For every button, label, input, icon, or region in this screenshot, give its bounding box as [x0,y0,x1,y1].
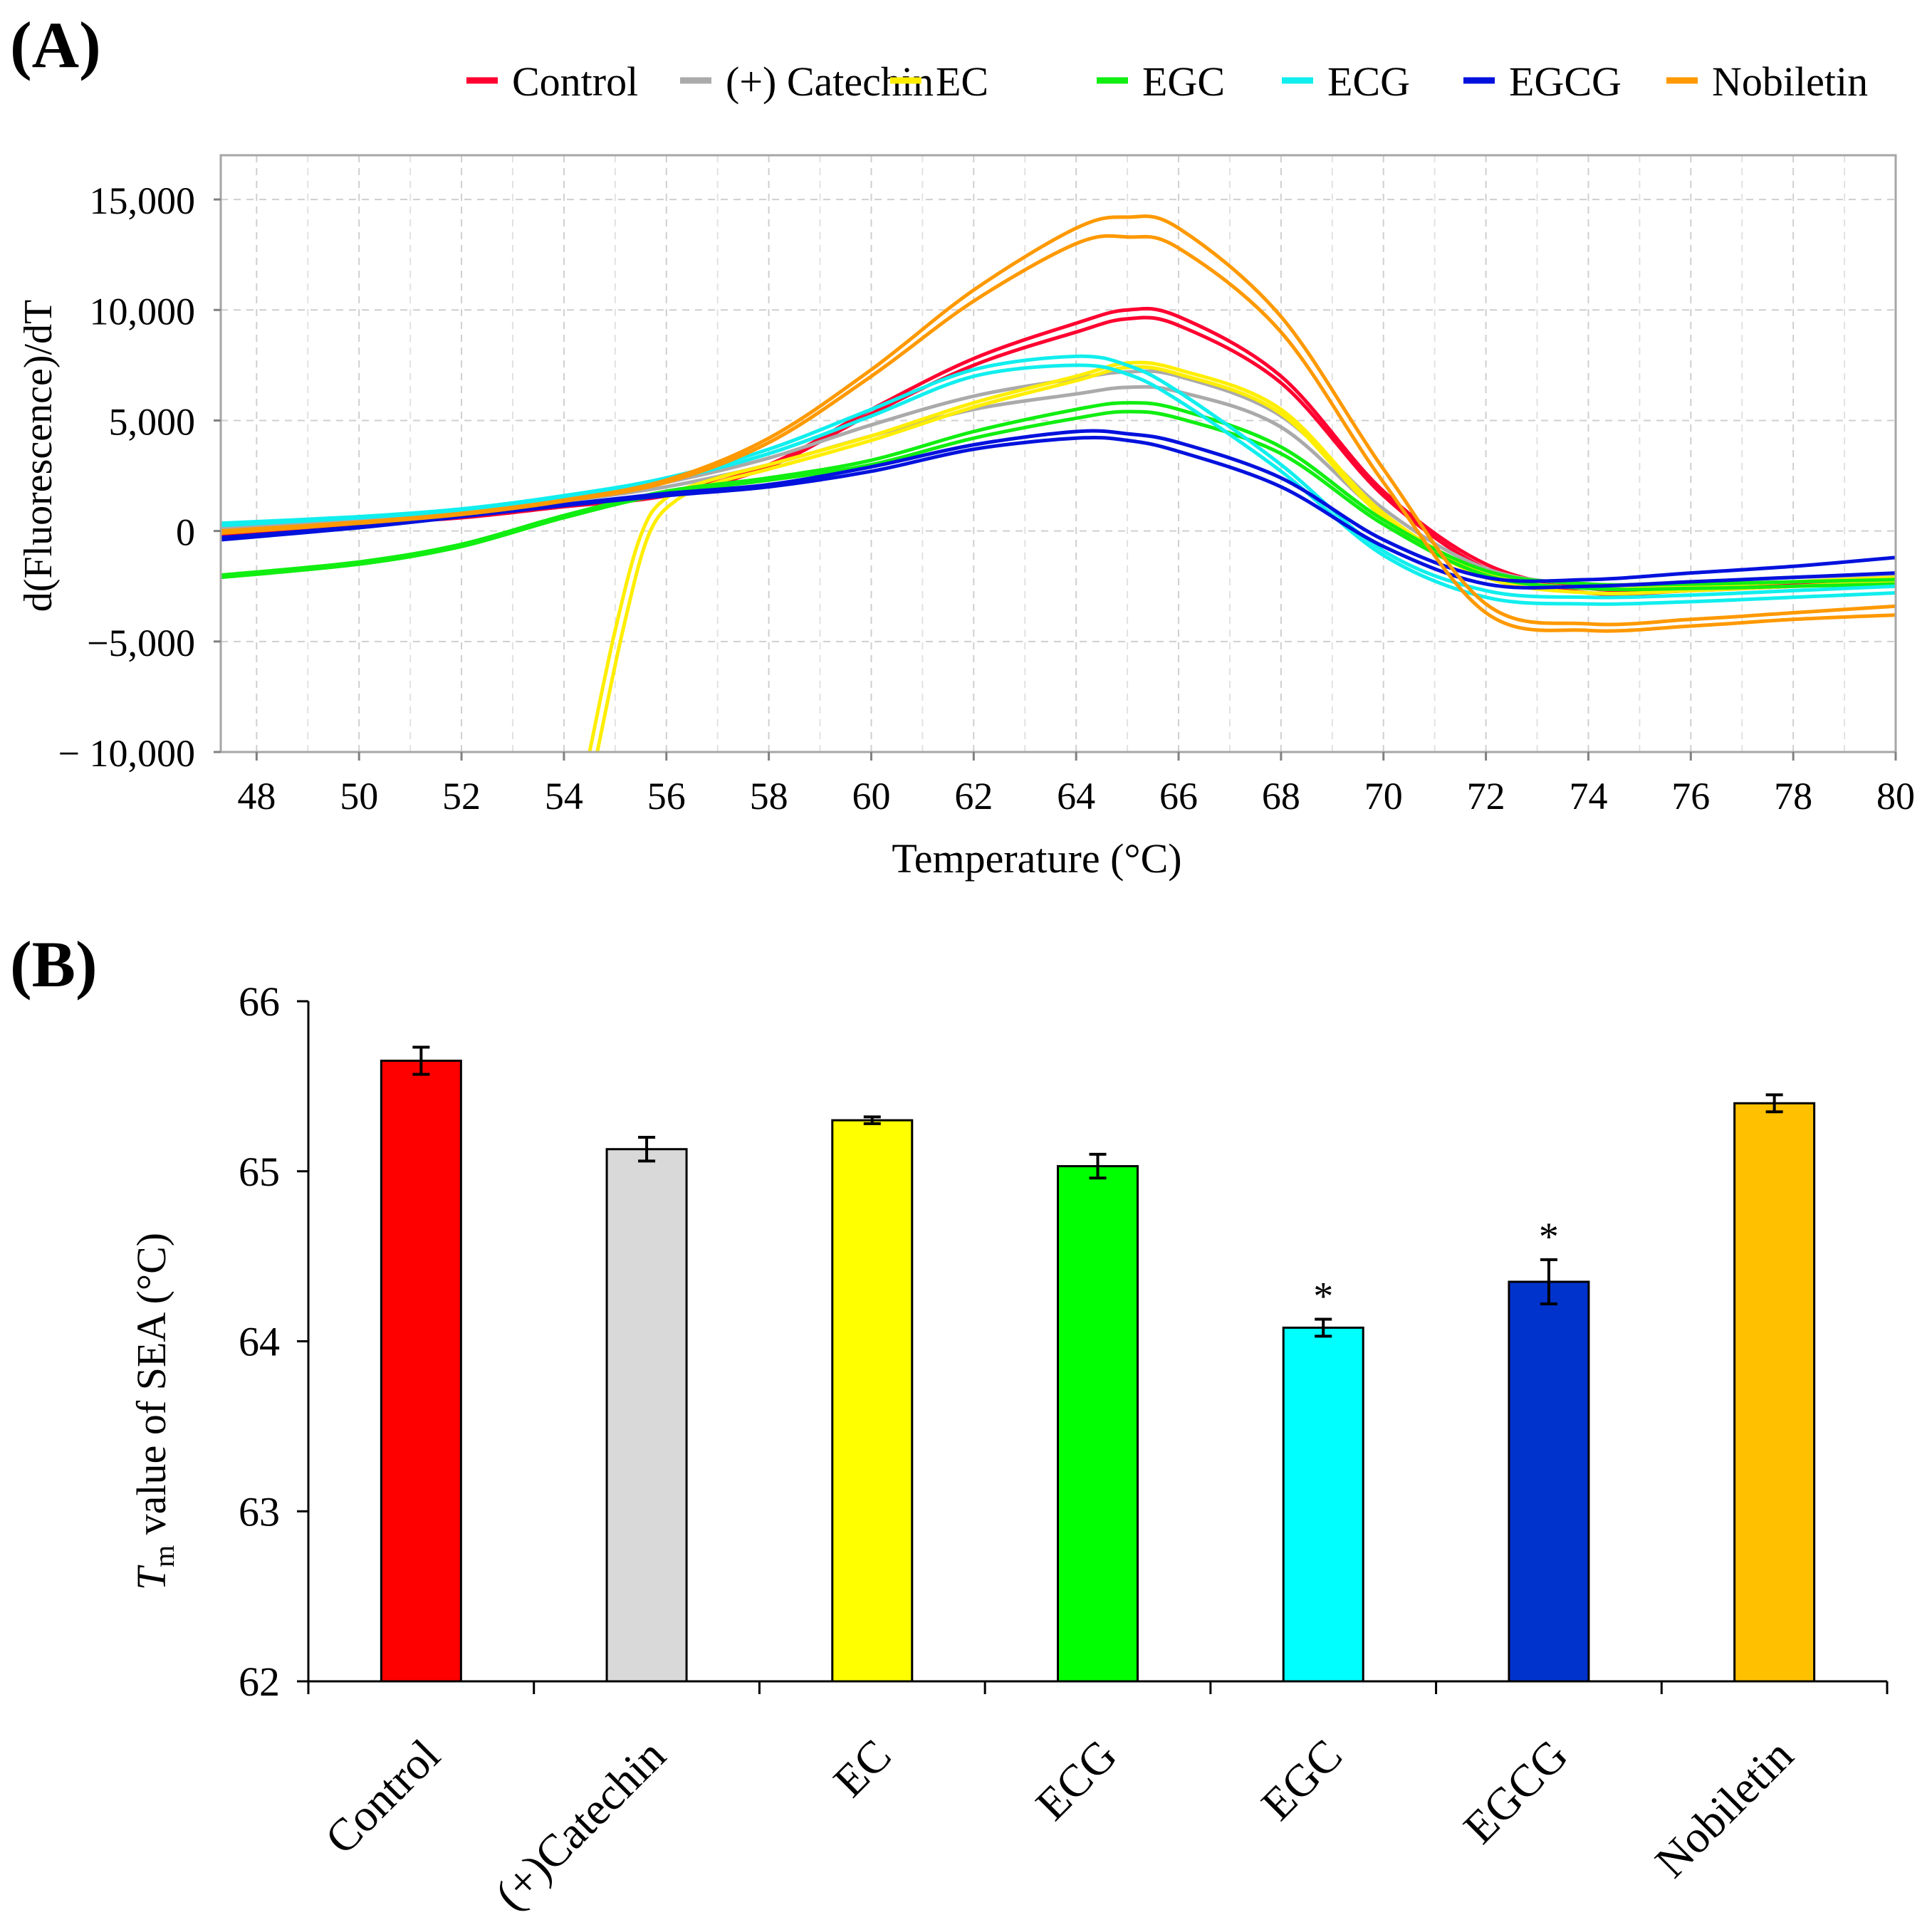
x-tick-label: 56 [647,775,686,818]
series-line-ec [595,365,1896,753]
legend-label-ec: EC [936,58,988,105]
x-tick-label: 66 [1159,775,1198,818]
x-tick-label-ec: EC [824,1730,901,1807]
bar-ecg [1057,1165,1139,1683]
bars: ** [380,1045,1816,1683]
series-line-catechin [220,369,1896,587]
series-line-catechin [220,385,1896,591]
y-tick-label: 0 [176,511,195,554]
legend: Control (+) Catechin EC EGC ECG EGCG Nobiletin [466,58,1868,105]
x-tick-label-ecg: ECG [1026,1730,1127,1830]
x-tick-label: 62 [954,775,993,818]
y-tick-label: 62 [239,1659,280,1705]
x-tick-label-catechin: (+)Catechin [485,1730,675,1920]
y-tick-label: 15,000 [90,179,196,222]
x-axis-ticks: 48 50 52 54 56 58 60 62 64 66 68 70 72 74 76 78 80 [237,752,1915,818]
y-tick-label: −5,000 [87,622,195,664]
x-tick-label-control: Control [315,1730,449,1864]
bar-ec [831,1119,914,1683]
series-line-egc [220,401,1896,588]
x-tick-label: 54 [545,775,583,818]
y-axis-title-symbol: T [128,1565,174,1590]
series-line-egc [220,409,1896,592]
series-lines [220,214,1896,753]
panel-a-melt-curve-chart: (A) Control (+) Catechin EC EGC ECG EGCG Nobil… [10,9,1915,882]
y-axis-title-rest: value of SEA (°C) [128,1233,174,1545]
bar-egcg [1508,1280,1590,1683]
x-tick-label: 72 [1467,775,1505,818]
bar-egc [1282,1326,1364,1683]
x-tick-label: 52 [442,775,481,818]
x-tick-label-egc: EGC [1251,1730,1352,1830]
series-line-egcg [220,435,1896,590]
x-tick-label: 48 [237,775,276,818]
x-axis-title: Temperature (°C) [892,835,1181,882]
significance-marker-egc: * [1313,1274,1333,1318]
x-tick-label-egcg: EGCG [1453,1730,1577,1853]
x-tick-label: 76 [1671,775,1710,818]
x-tick-label: 60 [852,775,890,818]
x-tick-label: 50 [340,775,378,818]
y-tick-label: 10,000 [90,290,196,333]
series-line-ecg [220,363,1896,606]
x-tick-label: 78 [1774,775,1812,818]
legend-label-egcg: EGCG [1509,58,1622,105]
y-tick-label: 63 [239,1488,280,1535]
significance-marker-egcg: * [1539,1215,1559,1259]
y-tick-label: 66 [239,978,280,1025]
panel-a-label: (A) [10,9,101,81]
bar-nobiletin [1733,1102,1816,1683]
x-tick-label: 58 [750,775,788,818]
legend-label-nobiletin: Nobiletin [1712,58,1868,105]
legend-label-control: Control [512,58,638,105]
y-tick-label: 65 [239,1149,280,1195]
grid [221,155,1896,753]
y-tick-label: 64 [239,1319,280,1365]
bar-control [380,1060,462,1683]
y-axis-title: Tm value of SEA (°C) [128,1233,180,1590]
series-line-ecg [220,354,1896,600]
plot-area-border [219,154,1897,753]
x-tick-label: 74 [1569,775,1607,818]
x-tick-label: 68 [1262,775,1300,818]
series-line-control [220,315,1896,596]
x-tick-label: 64 [1057,775,1095,818]
bar-catechin [605,1148,688,1683]
x-tick-label-nobiletin: Nobiletin [1645,1730,1802,1887]
y-axis-title-subscript: m [148,1545,180,1567]
y-tick-label: − 10,000 [58,732,195,775]
y-tick-label: 5,000 [109,400,196,443]
legend-label-egc: EGC [1142,58,1225,105]
series-line-nobiletin [220,234,1896,633]
legend-label-ecg: ECG [1327,58,1410,105]
panel-b-label: (B) [10,928,98,1001]
series-line-control [220,306,1896,592]
x-tick-label: 70 [1364,775,1403,818]
y-axis-title: d(Fluorescence)/dT [16,300,61,612]
y-axis-ticks: 15,000 10,000 5,000 0 −5,000 − 10,000 [58,179,221,775]
x-tick-label: 80 [1876,775,1915,818]
